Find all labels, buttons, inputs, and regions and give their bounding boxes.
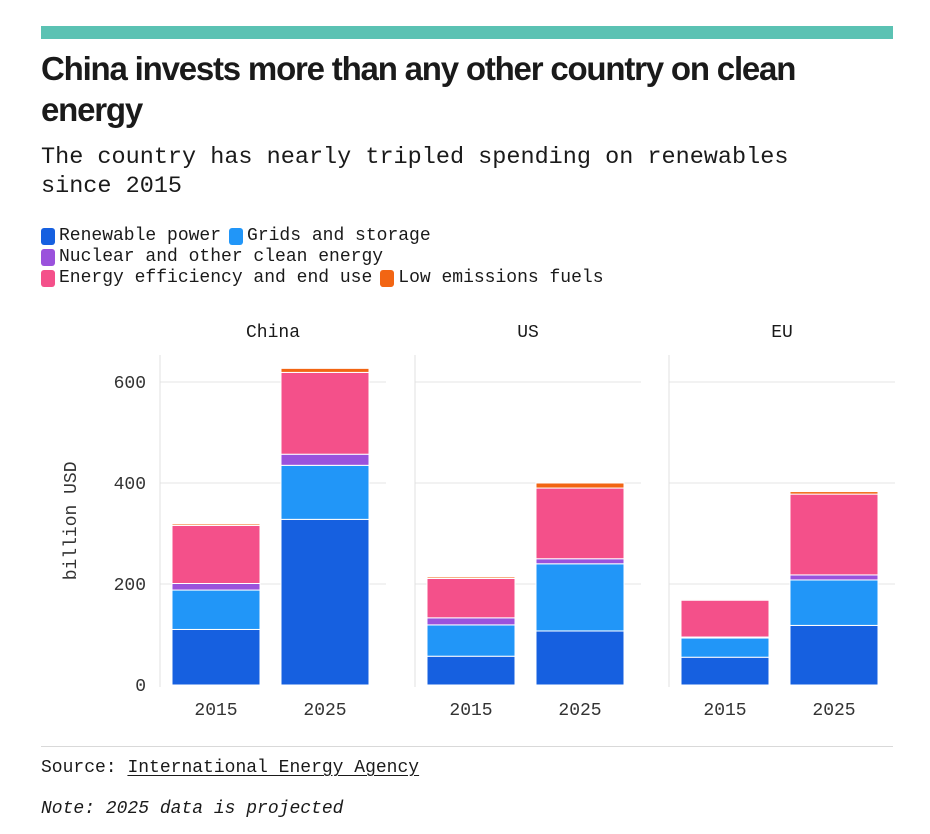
note: Note: 2025 data is projected (41, 799, 344, 819)
bar-segment (535, 482, 625, 489)
bar-segment (171, 582, 261, 591)
legend-label: Grids and storage (247, 226, 431, 246)
bar-segment (680, 656, 770, 686)
legend-item: Energy efficiency and end use (41, 268, 372, 289)
y-tick-label: 400 (114, 475, 146, 495)
footer-divider (41, 746, 893, 747)
bar-segment (171, 523, 261, 526)
y-tick-label: 600 (114, 374, 146, 394)
chart-title: China invests more than any other countr… (41, 50, 796, 128)
legend-label: Low emissions fuels (398, 268, 604, 288)
legend-item: Low emissions fuels (380, 268, 604, 289)
bar-segment (426, 624, 516, 657)
bar-segment (535, 487, 625, 560)
bar-segment (789, 579, 879, 626)
bar-segment (426, 577, 516, 619)
bar-segment (789, 493, 879, 576)
bar-segment (680, 599, 770, 638)
legend-swatch (41, 228, 55, 245)
legend-item: Nuclear and other clean energy (41, 247, 383, 268)
legend-label: Renewable power (59, 226, 222, 246)
stacked-bar-chart: billion USD China 2015 2025 US 2015 2025 EU 2015… (62, 323, 895, 721)
bar-segment (426, 576, 516, 579)
bar-segment (426, 617, 516, 626)
bar-segment (280, 464, 370, 520)
bar-segment (789, 574, 879, 581)
legend-item: Grids and storage (229, 226, 431, 247)
bar-segment (680, 637, 770, 658)
x-tick-label: 2025 (812, 701, 855, 721)
x-tick-label: 2015 (194, 701, 237, 721)
source-label: Source: (41, 758, 117, 778)
bar-segment (280, 518, 370, 686)
bar-segment (171, 589, 261, 630)
legend-swatch (229, 228, 244, 245)
bar-segment (789, 491, 879, 495)
bar-segment (280, 453, 370, 466)
bar-segment (280, 371, 370, 455)
bar-segment (280, 367, 370, 373)
x-tick-label: 2025 (303, 701, 346, 721)
bar-segment (426, 655, 516, 686)
y-tick-label: 0 (135, 677, 146, 697)
legend-row: Nuclear and other clean energy (41, 247, 901, 268)
panel-title: EU (771, 323, 793, 343)
bar-segment (789, 624, 879, 686)
legend-label: Energy efficiency and end use (59, 268, 373, 288)
x-tick-label: 2015 (449, 701, 492, 721)
bar-segment (171, 628, 261, 686)
bar-segment (535, 630, 625, 686)
legend-swatch (41, 249, 55, 266)
legend: Renewable power Grids and storage Nuclear … (41, 226, 901, 289)
x-tick-label: 2015 (703, 701, 746, 721)
bar-segment (535, 563, 625, 632)
bar-segment (535, 558, 625, 565)
y-tick-label: 200 (114, 576, 146, 596)
panel-title: US (517, 323, 539, 343)
chart-subtitle: The country has nearly tripled spending … (41, 144, 789, 200)
legend-swatch (380, 270, 395, 287)
legend-item: Renewable power (41, 226, 221, 247)
legend-swatch (41, 270, 55, 287)
x-tick-label: 2025 (558, 701, 601, 721)
header-accent-bar (41, 26, 893, 39)
legend-row: Energy efficiency and end use Low emissio… (41, 268, 901, 289)
y-axis-label: billion USD (62, 461, 82, 580)
legend-label: Nuclear and other clean energy (59, 247, 384, 267)
legend-row: Renewable power Grids and storage (41, 226, 901, 247)
panel-title: China (246, 323, 300, 343)
bar-segment (171, 524, 261, 584)
source-line: Source: International Energy Agency (41, 757, 419, 779)
bar-segment (680, 598, 770, 601)
source-link[interactable]: International Energy Agency (127, 758, 420, 778)
